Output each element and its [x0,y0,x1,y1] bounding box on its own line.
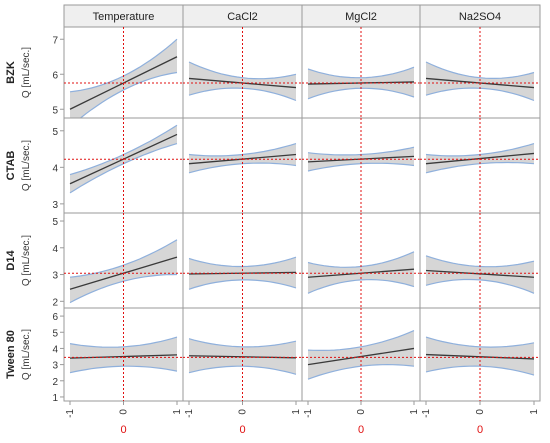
x-current-value: 0 [120,424,126,436]
x-tick-label: 1 [172,409,183,415]
x-tick-label: 1 [291,409,302,415]
panel-frame [182,212,303,309]
confidence-band [70,337,177,373]
x-tick-label: 0 [356,409,367,415]
x-current-value: 0 [477,424,483,436]
band-upper-edge [188,61,297,80]
band-lower-edge [307,363,415,380]
y-tick-label: 7 [52,35,58,46]
y-tick-label: 3 [52,200,58,211]
x-tick-label: -1 [184,409,195,418]
x-tick-label: -1 [303,409,314,418]
confidence-band [308,251,414,294]
confidence-band [189,62,296,101]
band-lower-edge [188,279,297,290]
y-axis-title: Q [mL/sec.] [21,235,32,286]
x-tick-label: 0 [119,409,130,415]
column-header-label: MgCl2 [345,11,377,23]
x-current-value: 0 [239,424,245,436]
band-lower-edge [425,365,535,376]
y-tick-label: 5 [52,328,58,339]
y-tick-label: 5 [52,217,58,228]
y-tick-label: 6 [52,312,58,323]
band-upper-edge [425,61,535,80]
band-upper-edge [69,336,178,348]
y-tick-label: 3 [52,271,58,282]
band-lower-edge [69,71,178,128]
band-lower-edge [188,365,297,375]
row-label: BZK [5,61,17,84]
band-lower-edge [425,278,535,294]
y-tick-label: 2 [52,297,58,308]
y-tick-label: 5 [52,105,58,116]
y-tick-label: 4 [52,344,58,355]
column-header-label: CaCl2 [227,11,258,23]
confidence-band [70,239,177,303]
band-lower-edge [69,365,178,374]
confidence-band [426,62,534,101]
band-lower-edge [307,278,415,294]
x-current-value: 0 [358,424,364,436]
row-label: CTAB [5,151,17,181]
y-tick-label: 5 [52,127,58,138]
band-upper-edge [307,66,415,79]
y-tick-label: 6 [52,70,58,81]
y-axis-title: Q [mL/sec.] [21,47,32,98]
y-tick-label: 4 [52,244,58,255]
row-label: D14 [5,250,17,271]
y-axis-title: Q [mL/sec.] [21,329,32,380]
y-axis-title: Q [mL/sec.] [21,140,32,191]
confidence-band [308,330,414,380]
x-tick-label: -1 [421,409,432,418]
band-upper-edge [425,336,535,348]
x-tick-label: 0 [238,409,249,415]
column-header-label: Temperature [93,11,155,23]
x-tick-label: -1 [65,409,76,418]
row-label: Tween 80 [5,330,17,379]
y-tick-label: 1 [52,393,58,404]
x-tick-label: 0 [475,409,486,415]
y-tick-label: 4 [52,163,58,174]
y-tick-label: 3 [52,361,58,372]
y-tick-label: 2 [52,377,58,388]
band-upper-edge [188,338,297,348]
column-header-label: Na2SO4 [459,11,501,23]
band-upper-edge [307,330,415,351]
x-tick-label: 1 [409,409,420,415]
x-tick-label: 1 [529,409,540,415]
